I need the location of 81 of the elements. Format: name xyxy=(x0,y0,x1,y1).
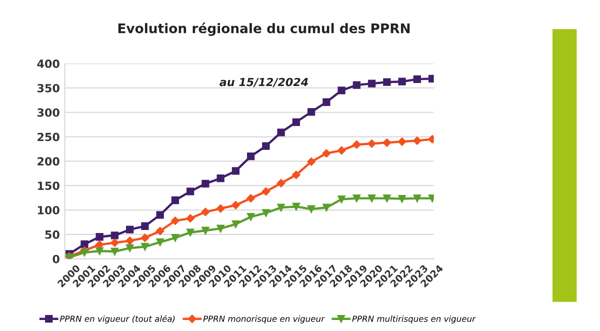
point xyxy=(156,238,164,246)
point xyxy=(140,234,150,242)
y-tick-label: 150 xyxy=(38,182,60,190)
point xyxy=(277,204,285,212)
point xyxy=(292,170,300,179)
point xyxy=(292,118,300,126)
point xyxy=(202,180,210,188)
point xyxy=(126,226,134,234)
point xyxy=(383,78,391,86)
point xyxy=(110,248,119,256)
point xyxy=(307,158,316,166)
point xyxy=(186,228,194,236)
point xyxy=(292,202,300,210)
point xyxy=(338,86,346,94)
point xyxy=(246,213,255,221)
point xyxy=(307,108,316,116)
y-tick-label: 250 xyxy=(38,132,60,142)
point xyxy=(232,220,240,228)
point xyxy=(186,188,194,196)
point xyxy=(171,216,180,225)
point xyxy=(126,244,134,252)
point xyxy=(246,194,255,202)
legend-label: PPRN en vigueur (tout aléa) xyxy=(60,315,175,324)
point xyxy=(216,174,224,182)
point xyxy=(110,232,119,240)
point xyxy=(201,208,210,216)
point xyxy=(322,204,330,212)
point xyxy=(110,238,119,247)
point xyxy=(368,194,376,202)
point xyxy=(398,194,406,203)
point xyxy=(262,187,270,196)
point xyxy=(186,214,194,222)
point xyxy=(277,128,285,136)
y-tick-label: 300 xyxy=(37,108,60,117)
y-tick-label: 350 xyxy=(37,84,60,92)
point xyxy=(171,196,180,204)
point xyxy=(382,138,392,147)
point xyxy=(368,80,376,88)
point xyxy=(202,226,210,234)
point xyxy=(80,240,88,248)
point xyxy=(246,152,255,160)
point xyxy=(352,140,361,149)
point xyxy=(322,149,331,158)
y-tick-label: 100 xyxy=(38,206,60,214)
point xyxy=(96,233,104,241)
point xyxy=(262,209,270,217)
y-tick-label: 0 xyxy=(52,254,60,264)
y-tick-label: 200 xyxy=(38,157,60,166)
y-tick-label: 50 xyxy=(45,230,60,239)
point xyxy=(232,167,240,175)
point xyxy=(383,194,391,202)
point xyxy=(276,179,286,188)
point xyxy=(413,136,422,145)
legend-label: PPRN multirisques en vigueur xyxy=(352,315,476,324)
text: au 15/12/2024 xyxy=(220,78,308,88)
point xyxy=(232,201,240,210)
point xyxy=(307,205,316,213)
y-tick-label: 400 xyxy=(37,60,60,68)
point xyxy=(398,138,406,146)
point xyxy=(352,194,360,202)
legend-label: PPRN monorisque en vigueur xyxy=(203,315,325,324)
point xyxy=(156,226,164,236)
point xyxy=(368,139,376,148)
point xyxy=(413,75,421,83)
point xyxy=(337,146,346,155)
point xyxy=(398,78,406,86)
point xyxy=(171,234,180,242)
point xyxy=(141,242,149,250)
point xyxy=(322,98,330,106)
point xyxy=(413,194,421,202)
point xyxy=(126,236,134,245)
point xyxy=(338,195,346,204)
point xyxy=(141,222,149,230)
point xyxy=(352,81,360,89)
point xyxy=(156,211,164,219)
chart-title: Evolution régionale du cumul des PPRN xyxy=(118,22,410,36)
point xyxy=(96,247,104,255)
point xyxy=(216,224,224,232)
point xyxy=(262,142,270,150)
point xyxy=(80,248,88,256)
point xyxy=(216,204,225,213)
